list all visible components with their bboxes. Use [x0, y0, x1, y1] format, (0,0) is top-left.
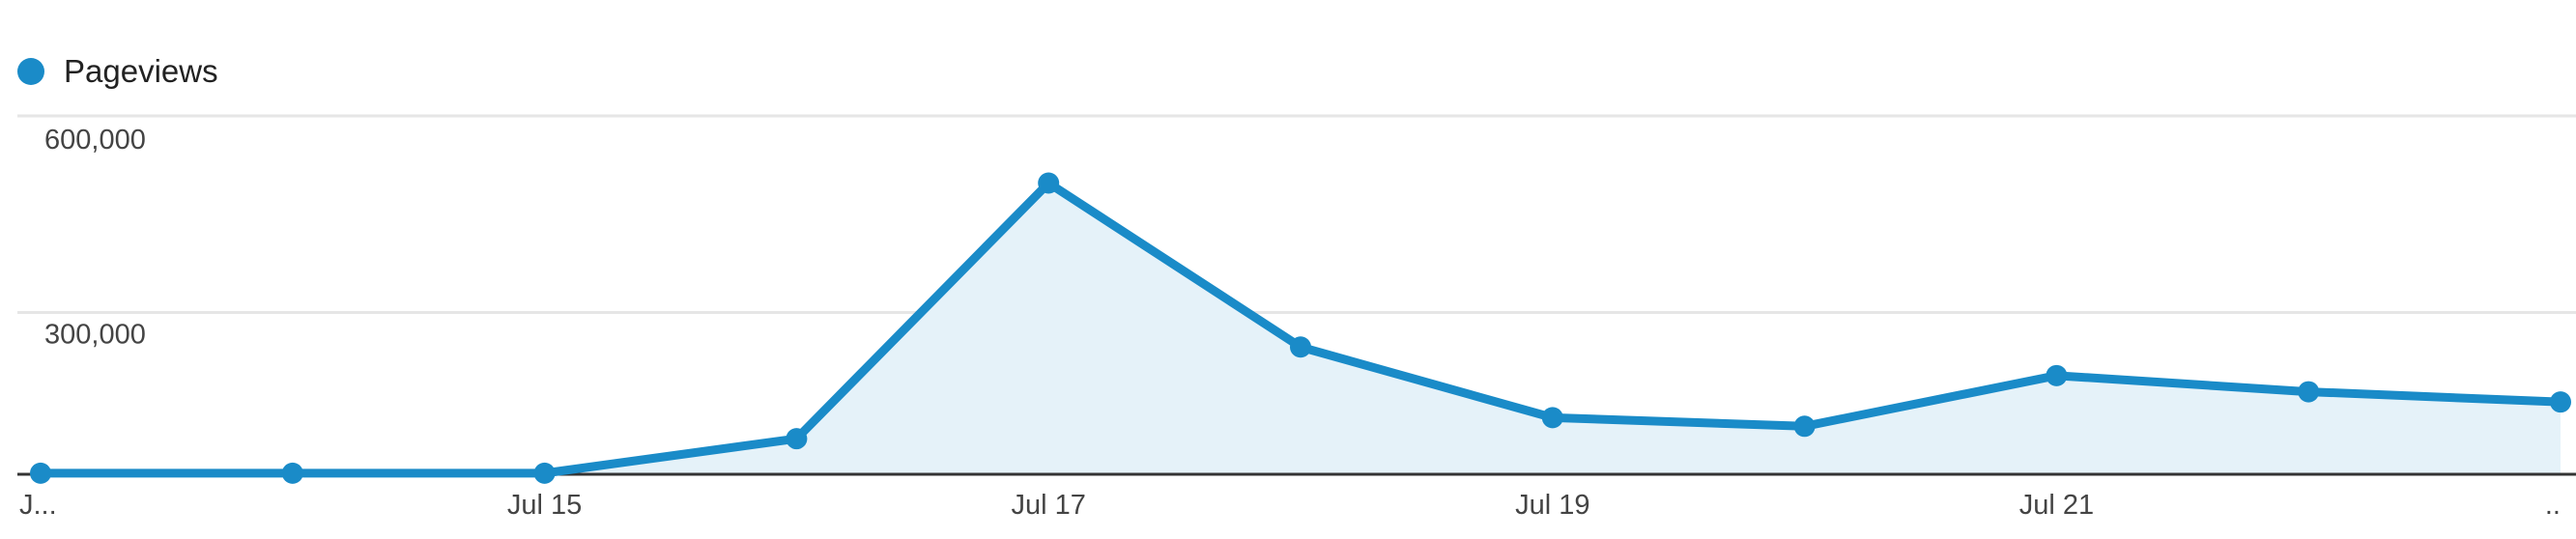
data-point-9[interactable]	[2298, 381, 2320, 403]
x-tick-label-4: Jul 21	[2019, 490, 2094, 521]
data-point-6[interactable]	[1541, 407, 1563, 429]
x-tick-label-0: J...	[19, 490, 57, 521]
data-point-3[interactable]	[786, 428, 808, 450]
legend-label-pageviews: Pageviews	[64, 53, 218, 89]
x-tick-label-5: ..	[2545, 490, 2561, 521]
data-point-4[interactable]	[1038, 172, 1060, 194]
y-tick-label-0: 300,000	[44, 320, 146, 351]
x-tick-label-1: Jul 15	[507, 490, 582, 521]
data-point-7[interactable]	[1793, 415, 1816, 438]
data-point-8[interactable]	[2046, 364, 2068, 386]
y-axis-ticks: 300,000 600,000	[44, 125, 146, 351]
area-layer	[17, 183, 2576, 476]
data-point-5[interactable]	[1290, 336, 1311, 358]
series-area-pageviews	[41, 183, 2561, 474]
data-point-2[interactable]	[533, 462, 556, 484]
x-tick-label-3: Jul 19	[1515, 490, 1589, 521]
legend-swatch	[17, 58, 44, 85]
data-point-1[interactable]	[281, 462, 303, 484]
x-tick-label-2: Jul 17	[1012, 490, 1086, 521]
legend[interactable]: Pageviews	[17, 50, 218, 93]
points-layer	[30, 172, 2571, 484]
x-axis-ticks: J... Jul 15 Jul 17 Jul 19 Jul 21..	[19, 490, 2561, 521]
data-point-0[interactable]	[30, 462, 51, 484]
y-tick-label-1: 600,000	[44, 125, 146, 156]
grid-layer	[17, 114, 2576, 314]
data-point-10[interactable]	[2550, 391, 2571, 413]
